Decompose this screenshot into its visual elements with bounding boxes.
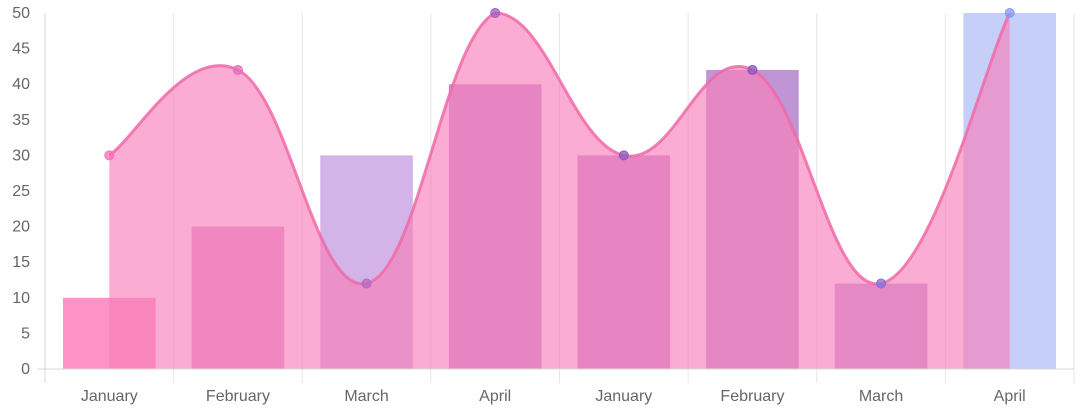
y-tick-label: 35 (12, 112, 30, 129)
area-point (104, 150, 115, 161)
area-point (876, 278, 887, 289)
y-tick-label: 15 (12, 254, 30, 271)
y-tick-label: 20 (12, 219, 30, 236)
y-tick-label: 25 (12, 183, 30, 200)
x-tick-label: January (81, 388, 138, 405)
x-tick-label: January (595, 388, 652, 405)
y-tick-label: 40 (12, 76, 30, 93)
x-tick-label: February (720, 388, 784, 405)
y-tick-label: 30 (12, 147, 30, 164)
x-tick-label: April (479, 388, 511, 405)
x-tick-label: April (994, 388, 1026, 405)
y-axis-labels: 0 5 10 15 20 25 30 35 40 45 50 (12, 5, 30, 378)
y-tick-label: 5 (21, 325, 30, 342)
y-tick-label: 50 (12, 5, 30, 22)
area-points (104, 8, 1015, 289)
x-axis-labels: January February March April January February… (81, 388, 1026, 405)
area-fill (109, 13, 1010, 369)
x-tick-label: March (859, 388, 903, 405)
area-point (361, 278, 372, 289)
x-tick-label: February (206, 388, 270, 405)
y-tick-label: 10 (12, 290, 30, 307)
area-point (490, 8, 501, 18)
area-point (618, 150, 629, 161)
y-tick-label: 45 (12, 41, 30, 58)
area-point (232, 64, 243, 75)
area-point (1004, 8, 1015, 18)
area-point (747, 64, 758, 75)
chart-axes (37, 13, 1074, 383)
x-tick-label: March (344, 388, 388, 405)
y-tick-label: 0 (21, 361, 30, 378)
